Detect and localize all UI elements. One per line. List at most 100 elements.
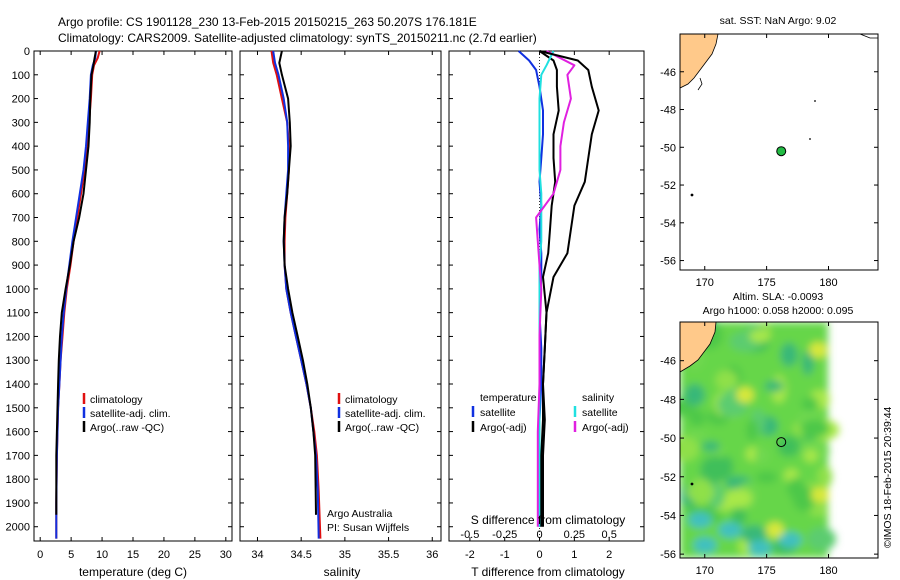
depth-tick-label: 200: [12, 94, 30, 106]
header-line-1: Argo profile: CS 1901128_230 13-Feb-2015…: [58, 15, 477, 29]
sst-map-ticks: 170 175 180 -46 -48 -50 -52 -54 -56: [660, 34, 878, 289]
x-tick-label: 34.5: [290, 549, 311, 561]
series-line: [55, 50, 97, 515]
t-diff-axis-label: T difference from climatology: [471, 565, 625, 579]
map-x-tick-label: 170: [696, 277, 714, 289]
argo-float-marker-sst: [776, 146, 787, 157]
argo-float-marker-sla: [776, 437, 787, 448]
sal-legend-argo: Argo(..raw -QC): [345, 422, 419, 434]
depth-tick-label: 100: [12, 70, 30, 82]
s-diff-tick-label: 0.5: [602, 529, 617, 541]
depth-tick-label: 1300: [6, 355, 30, 367]
x-tick-label: 10: [96, 549, 108, 561]
sst-map-title: sat. SST: NaN Argo: 9.02: [720, 15, 837, 27]
depth-tick-label: 0: [24, 46, 30, 58]
imos-timestamp-label: ©IMOS 18-Feb-2015 20:39:44: [882, 406, 894, 548]
s-diff-axis-label: S difference from climatology: [471, 513, 626, 527]
map-y-tick-label: -48: [660, 105, 676, 117]
salinity-legend: climatology satellite-adj. clim. Argo(..…: [327, 393, 426, 534]
temperature-panel: 0100200300400500600700800900100011001200…: [6, 46, 233, 561]
nz-land-sst: [680, 34, 719, 89]
map-x-tick-label: 175: [757, 565, 775, 577]
x-tick-label: -1: [500, 549, 510, 561]
map-y-tick-label: -48: [660, 394, 676, 406]
s-diff-tick-label: -0.5: [460, 529, 479, 541]
depth-tick-label: 1000: [6, 284, 30, 296]
map-x-tick-label: 180: [819, 277, 837, 289]
depth-tick-label: 800: [12, 236, 30, 248]
s-diff-tick-label: -0.25: [492, 529, 517, 541]
sla-map-subtitle: Argo h1000: 0.058 h2000: 0.095: [703, 305, 854, 317]
series-line: [538, 50, 555, 527]
depth-tick-label: 1200: [6, 331, 30, 343]
x-tick-label: 5: [68, 549, 74, 561]
map-x-tick-label: 170: [696, 565, 714, 577]
header-line-2: Climatology: CARS2009. Satellite-adjuste…: [58, 31, 537, 45]
x-tick-label: 35.5: [378, 549, 399, 561]
depth-tick-label: 1100: [6, 308, 30, 320]
sal-legend-climatology: climatology: [345, 394, 398, 406]
difference-legend: temperature satellite Argo(-adj) salinit…: [471, 392, 629, 434]
map-y-tick-label: -56: [660, 549, 676, 561]
salinity-panel: 34 34.5 35 35.5 36: [239, 50, 442, 561]
s-diff-tick-label: 0.25: [564, 529, 585, 541]
map-y-tick-label: -46: [660, 67, 676, 79]
temperature-axis-label: temperature (deg C): [79, 565, 187, 579]
depth-tick-label: 500: [12, 165, 30, 177]
depth-tick-label: 1400: [6, 379, 30, 391]
diff-legend-salinity-title: salinity: [582, 392, 615, 404]
depth-tick-label: 1800: [6, 474, 30, 486]
depth-tick-label: 300: [12, 117, 30, 129]
diff-legend-s-satellite: satellite: [582, 407, 618, 419]
map-y-tick-label: -50: [660, 142, 676, 154]
series-line: [538, 50, 560, 527]
map-x-tick-label: 175: [757, 277, 775, 289]
x-tick-label: 0: [536, 549, 542, 561]
sla-map-title: Altim. SLA: -0.0093: [733, 291, 824, 303]
temp-legend-argo: Argo(..raw -QC): [90, 422, 164, 434]
x-tick-label: 20: [158, 549, 170, 561]
series-line: [539, 50, 600, 527]
sst-map-frame: [679, 33, 879, 271]
series-line: [278, 50, 317, 515]
x-tick-label: 0: [37, 549, 43, 561]
temp-legend-satellite: satellite-adj. clim.: [90, 408, 171, 420]
plot-frame: [239, 50, 442, 542]
nz-land-sla: [680, 322, 717, 373]
diff-legend-s-argo: Argo(-adj): [582, 422, 629, 434]
x-tick-label: -2: [465, 549, 475, 561]
map-y-tick-label: -46: [660, 356, 676, 368]
plot-frame: [448, 50, 645, 542]
temp-legend-climatology: climatology: [90, 394, 143, 406]
map-y-tick-label: -56: [660, 256, 676, 268]
depth-tick-label: 400: [12, 141, 30, 153]
depth-tick-label: 700: [12, 213, 30, 225]
map-x-tick-label: 180: [819, 565, 837, 577]
depth-tick-label: 600: [12, 189, 30, 201]
diff-legend-t-satellite: satellite: [480, 407, 516, 419]
x-tick-label: 34: [251, 549, 263, 561]
sal-legend-satellite: satellite-adj. clim.: [345, 408, 426, 420]
x-tick-label: 35: [339, 549, 351, 561]
x-tick-label: 25: [189, 549, 201, 561]
argo-australia-label: Argo Australia: [327, 508, 393, 520]
sla-map-ticks: 170 175 180 -46 -48 -50 -52 -54 -56: [660, 322, 878, 577]
salinity-axis-label: salinity: [324, 565, 361, 579]
depth-tick-label: 1700: [6, 450, 30, 462]
depth-tick-label: 1500: [6, 403, 30, 415]
series-line: [535, 50, 576, 527]
depth-tick-label: 900: [12, 260, 30, 272]
x-tick-label: 2: [606, 549, 612, 561]
series-line: [55, 50, 101, 539]
x-tick-label: 1: [571, 549, 577, 561]
map-y-tick-label: -54: [660, 218, 676, 230]
depth-tick-label: 1600: [6, 427, 30, 439]
series-line: [270, 50, 322, 539]
depth-tick-label: 2000: [6, 522, 30, 534]
map-y-tick-label: -54: [660, 510, 676, 522]
x-tick-label: 30: [220, 549, 232, 561]
map-y-tick-label: -50: [660, 433, 676, 445]
x-tick-label: 36: [426, 549, 438, 561]
